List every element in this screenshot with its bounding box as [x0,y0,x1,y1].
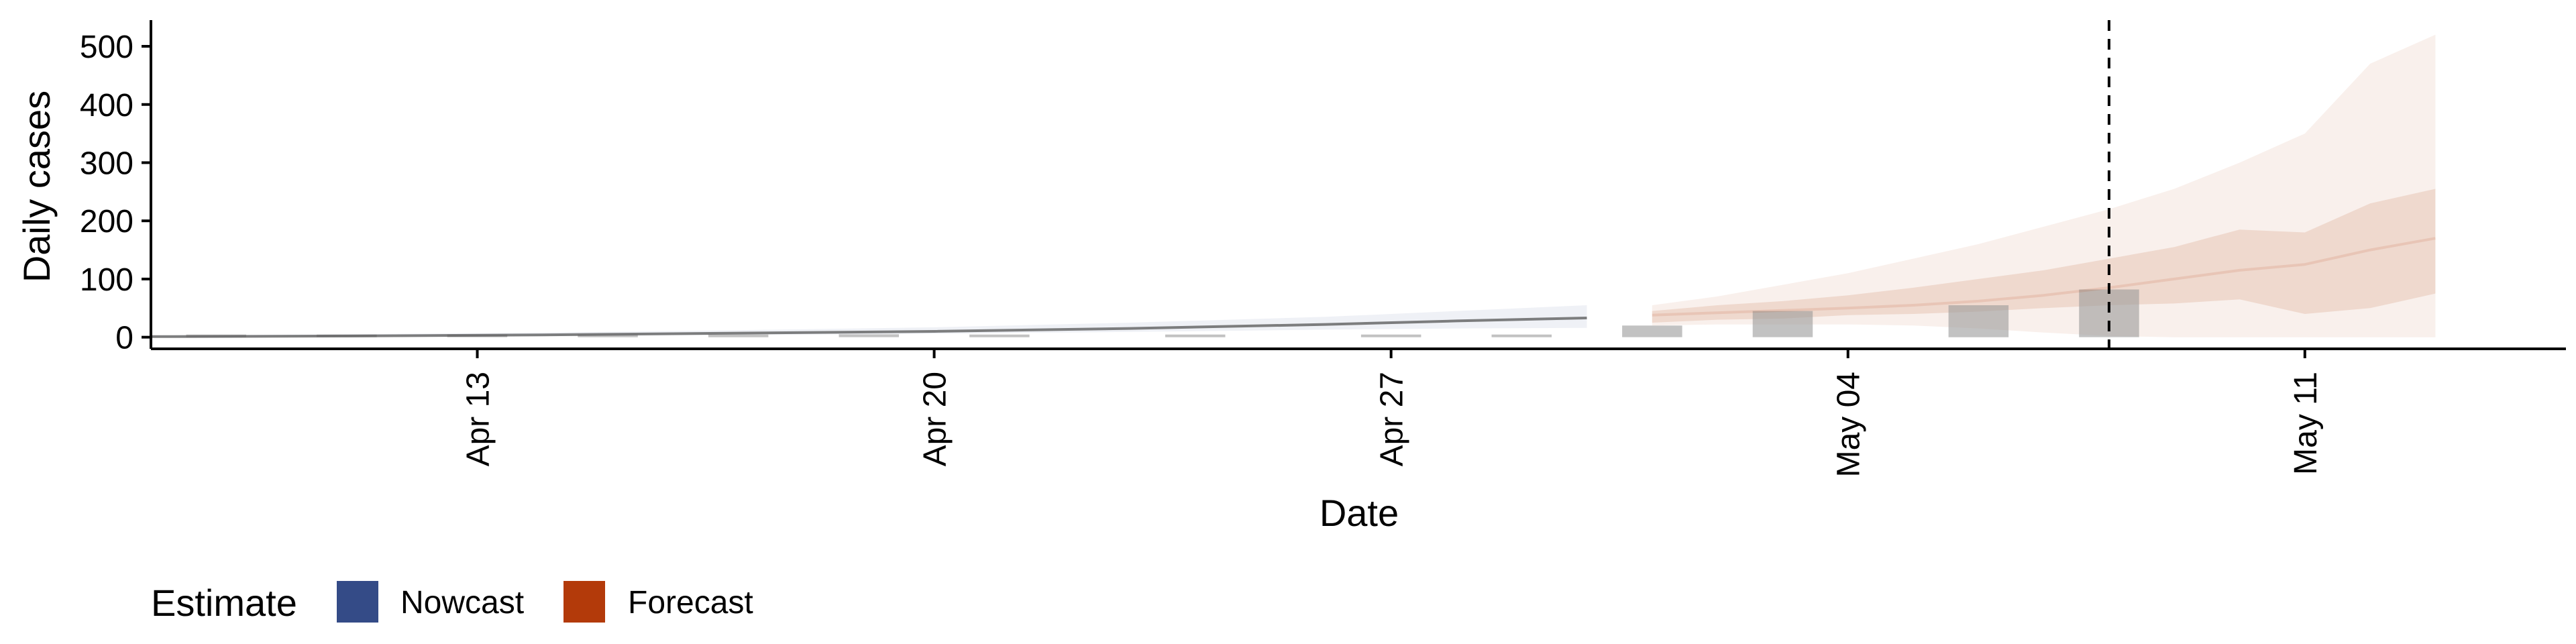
legend-swatch-forecast [564,581,605,623]
forecast-band-50 [1652,189,2436,323]
x-tick-label: May 04 [1831,372,1867,477]
y-tick-label: 400 [80,88,133,123]
case-bar [839,334,899,337]
y-ticks: 0 100 200 300 400 500 [80,30,151,356]
x-tick-label: Apr 27 [1375,372,1410,466]
case-bar [578,334,638,337]
forecast-bands [1652,34,2436,337]
y-tick-label: 0 [115,321,133,356]
x-axis-title: Date [1320,492,1399,534]
case-bar [969,334,1030,337]
case-bar [1491,334,1552,337]
nowcast-bands [151,305,1587,337]
case-bar [1752,311,1813,337]
case-bar [1165,334,1226,337]
case-bar [1360,334,1421,337]
forecast-median-line [1652,237,2436,317]
median-lines [150,237,2436,338]
nowcast-band-90 [151,305,1587,337]
x-tick-label: Apr 13 [461,372,496,466]
y-tick-label: 100 [80,262,133,298]
legend-swatch-nowcast [337,581,378,623]
case-bar [1622,325,1682,337]
legend-title: Estimate [151,582,297,624]
case-bar [708,334,769,337]
y-tick-label: 300 [80,146,133,181]
legend-label-forecast: Forecast [628,585,753,621]
x-tick-label: May 11 [2288,372,2324,475]
legend: Estimate Nowcast Forecast [151,581,753,624]
nowcast-median-line [150,317,1587,338]
x-tick-label: Apr 20 [918,372,953,466]
legend-label-nowcast: Nowcast [400,585,524,621]
forecast-band-90 [1652,34,2436,337]
case-bar [1948,305,2009,337]
y-tick-label: 500 [80,30,133,65]
y-tick-label: 200 [80,204,133,239]
y-axis-title: Daily cases [15,91,58,282]
x-ticks: Apr 13 Apr 20 Apr 27 May 04 May 11 [461,349,2324,477]
